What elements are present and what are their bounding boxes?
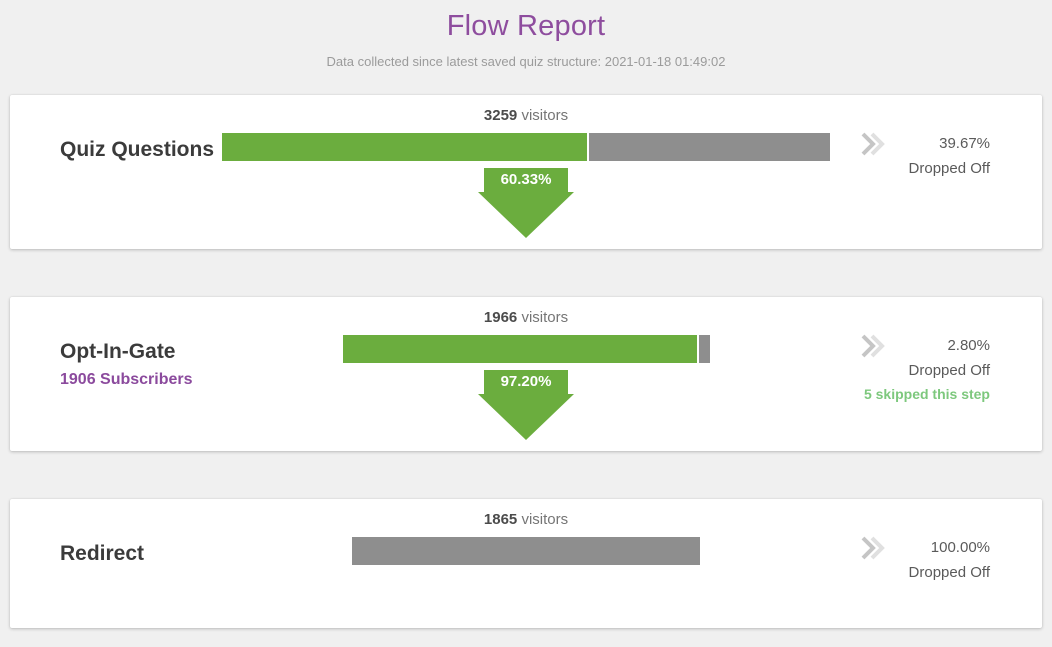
step-name: Quiz Questions [60, 138, 215, 161]
funnel-bar [352, 537, 700, 565]
continue-percentage: 60.33% [484, 168, 568, 192]
dropped-label: Dropped Off [908, 362, 990, 379]
bar-continued-segment [342, 335, 698, 363]
funnel-bar [342, 335, 710, 363]
dropoff-info: 39.67% Dropped Off [909, 131, 990, 181]
step-title-block: Redirect [60, 537, 230, 571]
dropoff-info: 100.00% Dropped Off [909, 535, 990, 585]
visitors-suffix: visitors [521, 107, 569, 124]
down-arrow-icon [478, 394, 574, 440]
dropped-label: Dropped Off [908, 564, 990, 581]
dropped-percentage: 2.80% [947, 337, 990, 354]
visitors-count: 3259 [483, 107, 518, 124]
visitors-count: 1966 [483, 309, 518, 326]
visitors-suffix: visitors [521, 511, 569, 528]
visitors-suffix: visitors [521, 309, 569, 326]
bar-dropped-segment [352, 537, 700, 565]
double-chevron-icon [860, 535, 886, 566]
dropoff-info: 2.80% Dropped Off 5 skipped this step [864, 333, 990, 406]
double-chevron-icon [860, 333, 886, 364]
step-card-opt-in-gate: Opt-In-Gate 1906 Subscribers 1966 visito… [10, 297, 1042, 451]
continue-percentage: 97.20% [484, 370, 568, 394]
step-title-block: Opt-In-Gate 1906 Subscribers [60, 335, 230, 389]
visitors-label: 1865 visitors [222, 511, 830, 529]
step-name: Opt-In-Gate [60, 340, 176, 363]
dropped-percentage: 39.67% [939, 135, 990, 152]
bar-continued-segment [222, 133, 587, 161]
bar-dropped-segment [588, 133, 830, 161]
visitors-count: 1865 [483, 511, 518, 528]
bar-dropped-segment [699, 335, 710, 363]
continue-arrow: 97.20% [222, 370, 830, 440]
dropped-percentage: 100.00% [930, 539, 990, 556]
visitors-label: 3259 visitors [222, 107, 830, 125]
step-title-block: Quiz Questions [60, 133, 230, 167]
skipped-note: 5 skipped this step [863, 386, 990, 402]
funnel-visualization: 1865 visitors [222, 511, 830, 565]
continue-arrow: 60.33% [222, 168, 830, 238]
dropped-label: Dropped Off [908, 160, 990, 177]
down-arrow-icon [478, 192, 574, 238]
flow-report-page: Flow Report Data collected since latest … [10, 10, 1042, 628]
page-subtitle: Data collected since latest saved quiz s… [326, 54, 726, 69]
funnel-visualization: 3259 visitors 60.33% [222, 107, 830, 238]
step-card-redirect: Redirect 1865 visitors 100.00% Dropped O… [10, 499, 1042, 628]
double-chevron-icon [860, 131, 886, 162]
funnel-bar [222, 133, 830, 161]
funnel-visualization: 1966 visitors 97.20% [222, 309, 830, 440]
subscribers-count: 1906 Subscribers [60, 371, 193, 388]
visitors-label: 1966 visitors [222, 309, 830, 327]
step-card-quiz-questions: Quiz Questions 3259 visitors 60.33% 39. [10, 95, 1042, 249]
page-title: Flow Report [446, 10, 606, 42]
step-name: Redirect [60, 542, 145, 565]
